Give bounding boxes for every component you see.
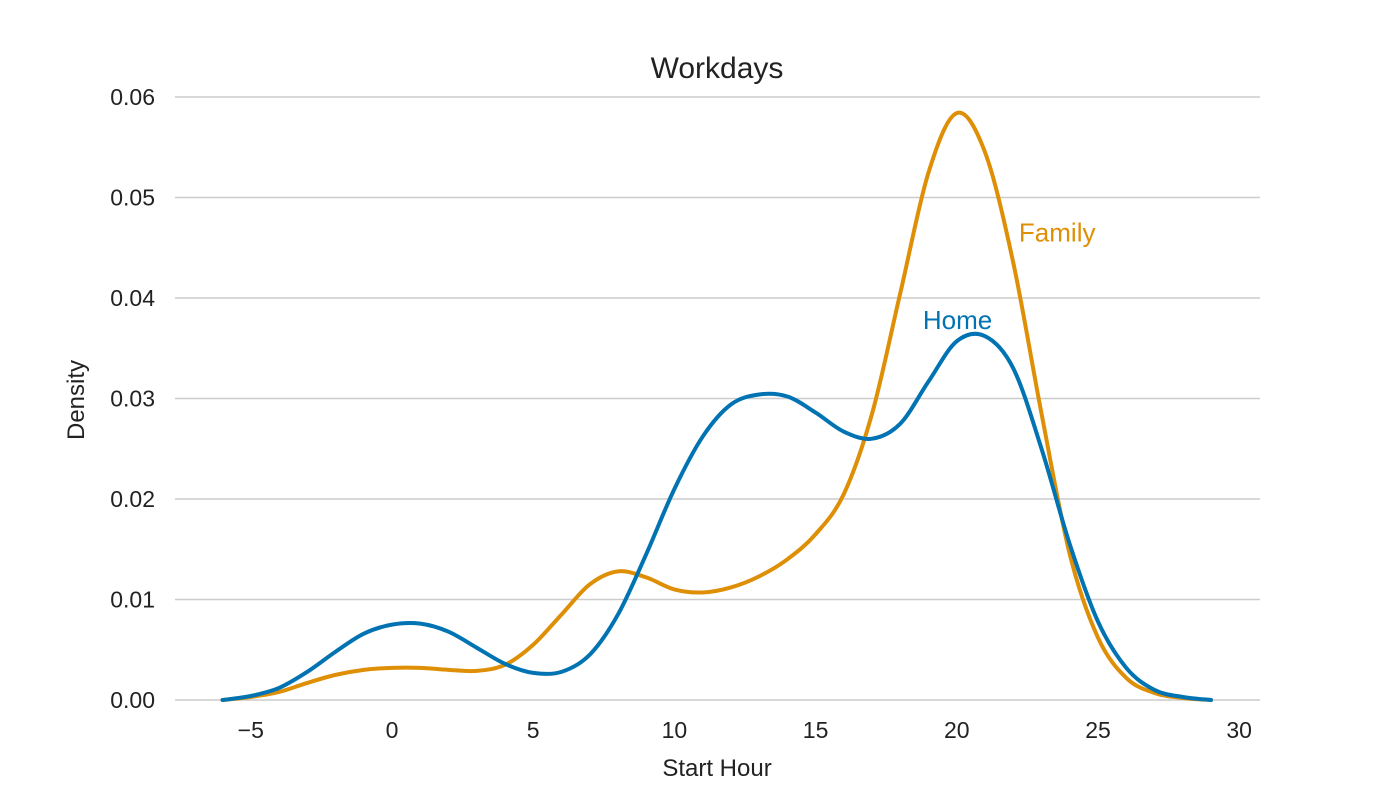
- chart-title: Workdays: [651, 52, 784, 85]
- tick-layer: 0.00 0.01 0.02 0.03 0.04 0.05 0.06 −5 0 5 10 15 20 25…: [110, 84, 1252, 743]
- x-tick-label: 5: [527, 717, 540, 743]
- series-line-home: [220, 331, 1213, 702]
- y-tick-label: 0.01: [110, 587, 155, 613]
- x-tick-label: 10: [662, 717, 688, 743]
- x-axis-title: Start Hour: [662, 755, 771, 782]
- x-tick-label: 15: [803, 717, 829, 743]
- x-tick-label: 30: [1226, 717, 1252, 743]
- y-tick-label: 0.03: [110, 386, 155, 412]
- y-tick-label: 0.05: [110, 185, 155, 211]
- y-tick-label: 0.04: [110, 285, 155, 311]
- x-tick-label: 0: [386, 717, 399, 743]
- series-line-family: [220, 110, 1213, 702]
- x-tick-label: 25: [1085, 717, 1111, 743]
- series-label-family: Family: [1019, 218, 1096, 248]
- series-label-home: Home: [923, 305, 992, 335]
- series-layer: [220, 110, 1213, 702]
- label-layer: Family Home: [923, 218, 1096, 335]
- y-tick-label: 0.00: [110, 687, 155, 713]
- y-tick-label: 0.02: [110, 486, 155, 512]
- x-tick-label: 20: [944, 717, 970, 743]
- x-tick-label: −5: [238, 717, 264, 743]
- y-axis-title: Density: [63, 360, 90, 440]
- grid-layer: [175, 96, 1260, 701]
- y-tick-label: 0.06: [110, 84, 155, 110]
